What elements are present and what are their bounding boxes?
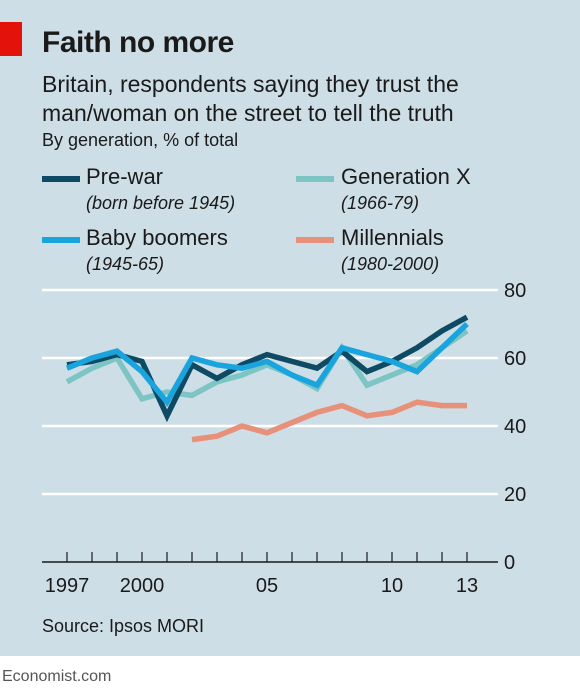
legend-sub-baby-boomers: (1945-65) [86, 254, 165, 274]
y-tick-label-80: 80 [504, 280, 526, 302]
legend-label-generation-x: Generation X [341, 164, 471, 189]
y-tick-label-40: 40 [504, 416, 526, 438]
legend-label-millennials: Millennials [341, 225, 444, 250]
chart-title: Faith no more [42, 26, 234, 59]
legend-sub-generation-x: (1966-79) [341, 193, 420, 213]
x-tick-label-10: 10 [381, 575, 403, 597]
legend-label-baby-boomers: Baby boomers [86, 225, 228, 250]
chart-panel [0, 0, 580, 656]
legend-swatch-millennials [296, 237, 334, 243]
legend-label-pre-war: Pre-war [86, 164, 164, 189]
y-tick-label-0: 0 [504, 552, 515, 574]
x-tick-label-2000: 2000 [120, 575, 165, 597]
legend-swatch-generation-x [296, 176, 334, 182]
legend-swatch-pre-war [42, 176, 80, 182]
chart-subtitle: Britain, respondents saying they trust t… [42, 71, 459, 126]
series-line-baby-boomers [65, 322, 469, 408]
red-tag [0, 22, 22, 56]
legend-sub-pre-war: (born before 1945) [86, 193, 236, 213]
series-line-pre-war [66, 314, 469, 423]
economist-footer: Economist.com [2, 668, 112, 685]
series-line-millennials [191, 399, 467, 443]
legend-swatch-baby-boomers [42, 237, 80, 243]
x-tick-label-1997: 1997 [45, 575, 90, 597]
x-tick-label-05: 05 [256, 575, 278, 597]
x-tick-label-13: 13 [456, 575, 478, 597]
y-tick-label-60: 60 [504, 348, 526, 370]
line-chart: 0 20 40 60 80 1997 2000 05 10 13 [42, 280, 526, 597]
y-tick-label-20: 20 [504, 484, 526, 506]
series-line-generation-x [65, 328, 469, 402]
chart-units: By generation, % of total [42, 130, 239, 150]
legend-sub-millennials: (1980-2000) [341, 254, 440, 274]
source-note: Source: Ipsos MORI [42, 616, 205, 636]
